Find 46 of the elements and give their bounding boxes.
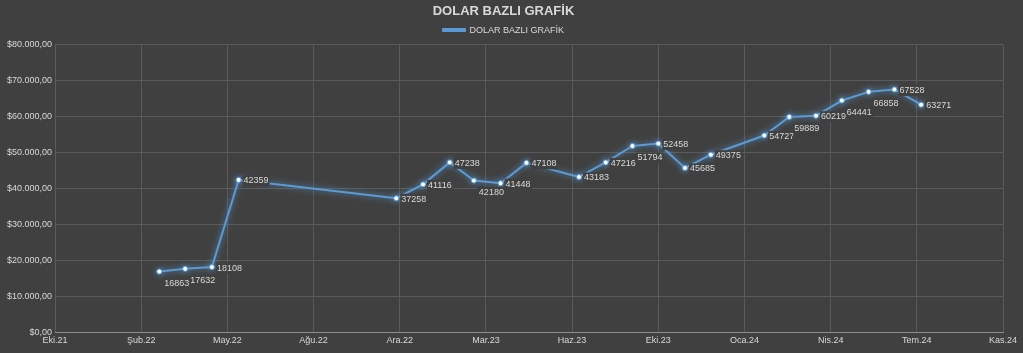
data-label: 66858 <box>873 98 899 109</box>
data-label: 67528 <box>899 84 925 95</box>
x-tick-label: Mar.23 <box>472 335 500 346</box>
data-label: 49375 <box>715 150 741 161</box>
data-label: 37258 <box>401 193 427 204</box>
x-tick-label: Ağu.22 <box>299 335 328 346</box>
legend-label: DOLAR BAZLI GRAFİK <box>469 24 565 35</box>
y-tick-label: $0,00 <box>29 326 53 337</box>
data-label: 60219 <box>820 111 847 122</box>
chart-title: DOLAR BAZLI GRAFİK <box>432 3 575 19</box>
data-label: 45685 <box>690 163 716 174</box>
y-tick-label: $30.000,00 <box>7 218 53 229</box>
data-label: 64441 <box>846 107 872 118</box>
x-tick-label: Eki.23 <box>645 335 671 346</box>
y-tick-label: $20.000,00 <box>7 254 53 265</box>
data-label: 59889 <box>794 123 820 134</box>
x-tick-label: Şub.22 <box>126 335 156 346</box>
y-tick-label: $80.000,00 <box>7 39 53 50</box>
data-label: 18108 <box>216 262 242 273</box>
data-label: 41116 <box>428 179 452 190</box>
x-tick-label: Tem.24 <box>902 335 932 346</box>
data-label: 51794 <box>637 152 663 163</box>
x-tick-label: Eki.21 <box>42 335 68 346</box>
x-tick-label: May.22 <box>212 335 242 346</box>
data-label: 47108 <box>531 158 557 169</box>
data-label: 47216 <box>610 157 636 168</box>
y-tick-label: $70.000,00 <box>7 75 53 86</box>
y-tick-label: $40.000,00 <box>7 182 53 193</box>
data-label: 63271 <box>926 100 952 111</box>
data-label: 52458 <box>663 139 689 150</box>
data-label: 54727 <box>769 130 795 141</box>
y-tick-label: $50.000,00 <box>7 146 53 157</box>
data-label: 42180 <box>478 187 504 198</box>
data-label: 42359 <box>243 175 269 186</box>
data-label: 41448 <box>505 178 531 189</box>
y-tick-label: $10.000,00 <box>7 290 53 301</box>
data-label: 43183 <box>584 172 610 183</box>
y-tick-label: $60.000,00 <box>7 110 53 121</box>
x-tick-label: Ara.22 <box>386 335 414 346</box>
data-label: 16863 <box>164 278 190 289</box>
x-tick-label: Nis.24 <box>817 335 844 346</box>
data-label: 17632 <box>190 275 216 286</box>
data-label: 47238 <box>454 157 480 168</box>
x-tick-label: Haz.23 <box>557 335 587 346</box>
x-tick-label: Oca.24 <box>729 335 759 346</box>
x-tick-label: Kas.24 <box>988 335 1018 346</box>
